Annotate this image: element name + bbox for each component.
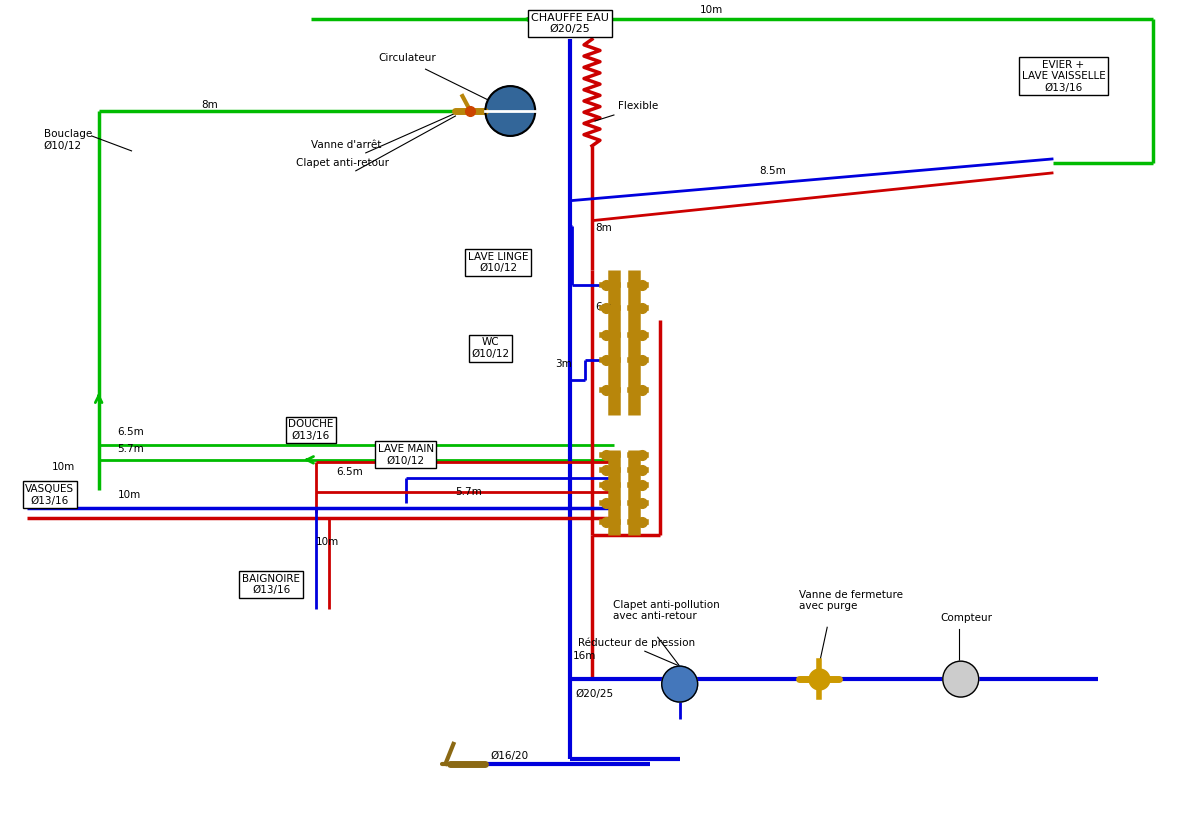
Text: 10m: 10m [700,5,723,16]
Text: DOUCHE
Ø13/16: DOUCHE Ø13/16 [289,419,333,441]
Circle shape [485,86,535,136]
Text: 6m: 6m [595,303,611,313]
Text: 8.5m: 8.5m [760,165,786,176]
Text: EVIER +
LAVE VAISSELLE
Ø13/16: EVIER + LAVE VAISSELLE Ø13/16 [1021,60,1105,93]
Text: Compteur: Compteur [941,614,993,624]
Text: Flexible: Flexible [618,101,659,111]
Text: LAVE MAIN
Ø10/12: LAVE MAIN Ø10/12 [378,444,434,466]
Text: Ø20/25: Ø20/25 [575,689,614,699]
Text: Bouclage
Ø10/12: Bouclage Ø10/12 [44,129,92,151]
Text: 10m: 10m [316,537,339,547]
Text: 6.5m: 6.5m [336,466,363,477]
Text: BAIGNOIRE
Ø13/16: BAIGNOIRE Ø13/16 [241,574,300,595]
Text: 6.5m: 6.5m [118,427,145,437]
Text: 10m: 10m [118,490,141,500]
Circle shape [942,661,979,697]
Text: WC
Ø10/12: WC Ø10/12 [471,337,509,359]
Text: Ø16/20: Ø16/20 [490,751,529,761]
Circle shape [662,667,697,702]
Text: Vanne d'arrêt: Vanne d'arrêt [311,140,382,150]
Text: CHAUFFE EAU
Ø20/25: CHAUFFE EAU Ø20/25 [531,12,609,34]
Text: 8m: 8m [201,100,218,110]
Text: Clapet anti-retour: Clapet anti-retour [296,158,389,168]
Text: Réducteur de pression: Réducteur de pression [578,638,695,648]
Text: 5.7m: 5.7m [118,444,145,454]
Text: Circulateur: Circulateur [378,53,437,63]
Text: 3m: 3m [555,359,571,369]
Text: 8m: 8m [595,222,611,232]
Text: LAVE LINGE
Ø10/12: LAVE LINGE Ø10/12 [468,251,529,273]
Text: 10m: 10m [52,461,75,472]
Text: Clapet anti-pollution
avec anti-retour: Clapet anti-pollution avec anti-retour [613,600,720,621]
Text: 16m: 16m [573,651,596,661]
Text: 5.7m: 5.7m [456,487,482,497]
Text: VASQUES
Ø13/16: VASQUES Ø13/16 [25,484,74,505]
Text: Vanne de fermeture
avec purge: Vanne de fermeture avec purge [800,590,904,611]
